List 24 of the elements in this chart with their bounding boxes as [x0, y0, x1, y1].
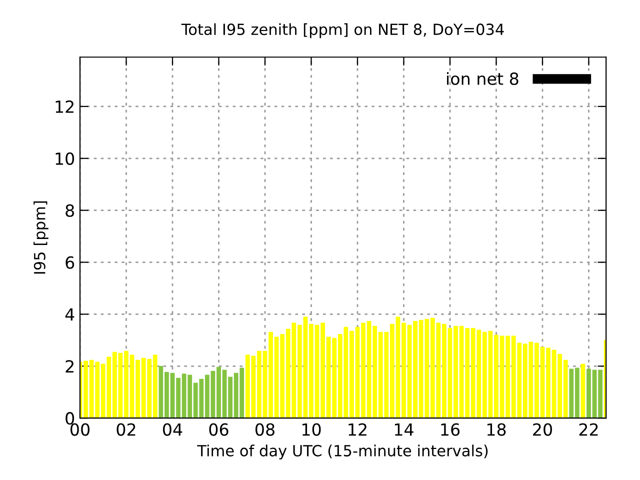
x-tick-label: 16 — [441, 423, 460, 436]
y-tick-label: 8 — [66, 204, 74, 217]
y-tick-label: 4 — [65, 308, 74, 321]
x-tick-label: 04 — [162, 423, 182, 436]
x-tick-label: 02 — [116, 423, 136, 436]
y-tick-label: 0 — [66, 412, 74, 425]
x-tick-label: 22 — [579, 423, 598, 436]
text: ion net 8 — [447, 72, 518, 86]
y-tick-label: 6 — [66, 256, 74, 269]
x-tick-label: 08 — [255, 423, 274, 436]
chart-title: Total I95 zenith [ppm] on NET 8, DoY=034 — [181, 23, 504, 38]
x-tick-label: 10 — [302, 423, 321, 436]
y-tick-label: 2 — [66, 360, 74, 372]
x-axis-title: Time of day UTC (15-minute intervals) — [197, 444, 488, 460]
bar — [580, 364, 586, 418]
x-tick-label: 00 — [70, 423, 90, 436]
x-tick-label: 06 — [209, 423, 228, 436]
y-tick-label: 12 — [56, 100, 74, 113]
y-tick-label: 10 — [56, 152, 74, 165]
x-tick-label: 12 — [348, 423, 366, 436]
y-axis-title: I95 [ppm] — [34, 201, 48, 274]
x-tick-label: 18 — [487, 423, 506, 436]
x-tick-label: 20 — [533, 423, 552, 436]
x-tick-label: 14 — [394, 423, 414, 436]
